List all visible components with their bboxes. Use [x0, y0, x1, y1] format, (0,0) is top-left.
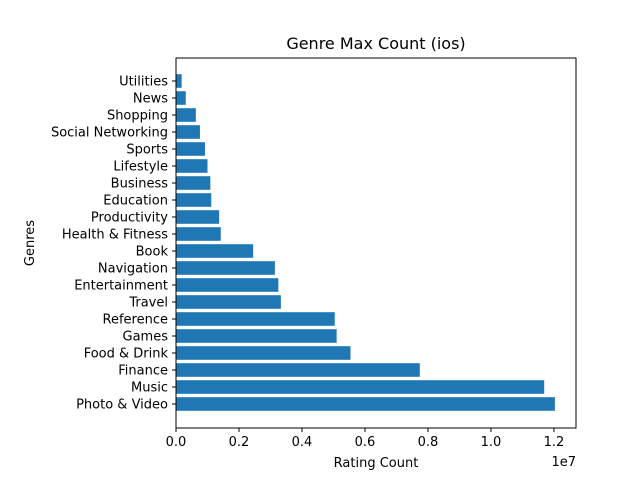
bar-health-fitness	[176, 227, 221, 241]
y-axis: Photo & Video Music Finance Food & Drink Gam…	[51, 75, 176, 413]
bar-sports	[176, 142, 205, 156]
bar-social-networking	[176, 125, 200, 139]
chart-title: Genre Max Count (ios)	[286, 34, 465, 53]
y-axis-label: Genres	[23, 220, 38, 266]
y-tick-label: Productivity	[91, 211, 168, 226]
y-tick-label: Sports	[126, 143, 168, 158]
bar-utilities	[176, 74, 182, 88]
x-axis-label: Rating Count	[334, 456, 419, 471]
y-tick-label: Reference	[103, 313, 168, 328]
y-tick-label: Music	[131, 381, 168, 396]
x-tick-label: 0.2	[229, 435, 250, 450]
y-tick-label: Travel	[128, 296, 168, 311]
bars-group	[176, 74, 555, 411]
y-tick-label: Business	[111, 177, 169, 192]
bar-education	[176, 193, 212, 207]
y-tick-label: Finance	[118, 364, 168, 379]
bar-photo-video	[176, 397, 555, 411]
y-tick-label: Health & Fitness	[62, 228, 168, 243]
y-tick-label: Shopping	[107, 109, 168, 124]
y-tick-label: Games	[123, 330, 169, 345]
bar-productivity	[176, 210, 220, 224]
bar-music	[176, 380, 545, 394]
bar-food-drink	[176, 346, 351, 360]
bar-shopping	[176, 108, 196, 122]
y-tick-label: Entertainment	[74, 279, 168, 294]
x-axis: 0.0 0.2 0.4 0.6 0.8 1.0 1.2	[166, 428, 565, 450]
x-tick-label: 0.0	[166, 435, 187, 450]
bar-finance	[176, 363, 420, 377]
bar-reference	[176, 312, 335, 326]
x-tick-label: 0.6	[355, 435, 376, 450]
x-tick-label: 0.4	[292, 435, 313, 450]
bar-lifestyle	[176, 159, 208, 173]
y-tick-label: Food & Drink	[84, 347, 169, 362]
y-tick-label: Utilities	[119, 75, 168, 90]
bar-travel	[176, 295, 281, 309]
plot-frame	[175, 57, 577, 429]
y-tick-label: Navigation	[98, 262, 168, 277]
bar-games	[176, 329, 337, 343]
y-tick-label: News	[133, 92, 168, 107]
x-axis-offset-label: 1e7	[551, 455, 576, 470]
bar-news	[176, 91, 186, 105]
bar-business	[176, 176, 211, 190]
y-tick-label: Book	[136, 245, 169, 260]
y-tick-label: Education	[103, 194, 168, 209]
y-tick-label: Lifestyle	[113, 160, 168, 175]
x-tick-label: 0.8	[418, 435, 439, 450]
x-tick-label: 1.2	[544, 435, 565, 450]
bar-navigation	[176, 261, 275, 275]
x-tick-label: 1.0	[481, 435, 502, 450]
y-tick-label: Photo & Video	[76, 398, 168, 413]
bar-book	[176, 244, 254, 258]
y-tick-label: Social Networking	[51, 126, 168, 141]
bar-entertainment	[176, 278, 279, 292]
